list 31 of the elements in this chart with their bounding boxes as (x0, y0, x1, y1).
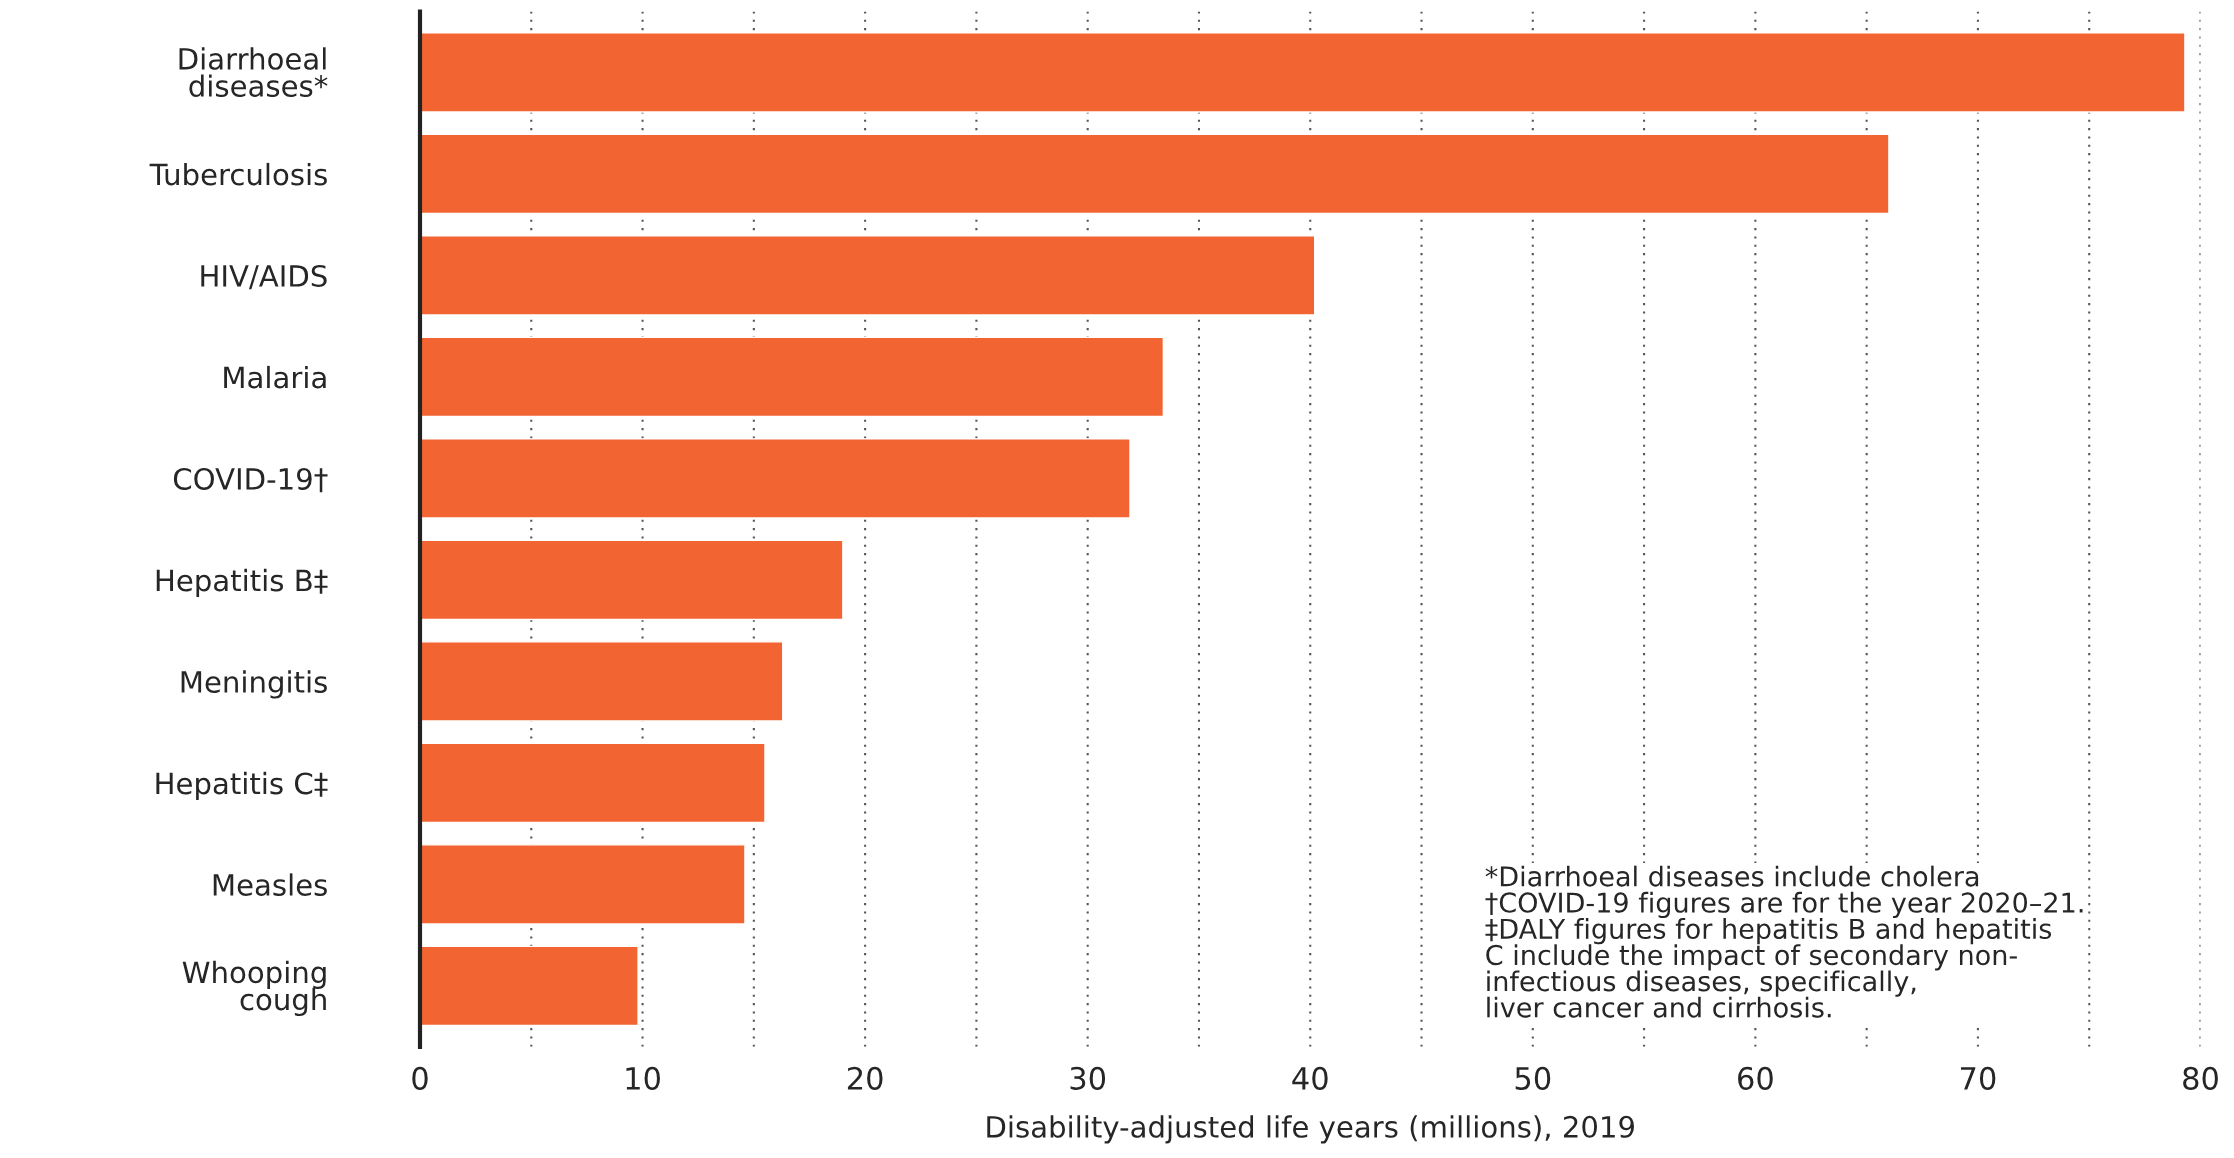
y-tick-label: Hepatitis C‡ (156, 771, 328, 801)
y-tick-label: Whooping cough (182, 960, 326, 1017)
bar (419, 133, 1890, 215)
bar (419, 945, 639, 1027)
bar (419, 742, 766, 824)
x-tick-label: 60 (1738, 1066, 1773, 1090)
x-tick-label: 50 (1515, 1066, 1551, 1090)
y-tick-label: Tuberculosis (149, 162, 327, 186)
bar (419, 641, 784, 722)
x-tick-label: 70 (1960, 1066, 1996, 1090)
bar (419, 844, 746, 925)
x-tick-label: 40 (1292, 1066, 1328, 1090)
y-tick-label: Malaria (224, 365, 326, 389)
x-tick-label: 80 (2183, 1066, 2218, 1090)
x-tick-label: 30 (1070, 1066, 1106, 1090)
bar (419, 539, 844, 621)
x-axis-title: Disability-adjusted life years (millions), 2019 (987, 1115, 1634, 1144)
bar (419, 336, 1165, 418)
y-tick-label: HIV/AIDS (201, 264, 327, 290)
x-tick-label: 10 (626, 1066, 660, 1090)
x-tick-label: 0 (412, 1066, 428, 1090)
y-tick-label: Diarrhoeal diseases* (179, 47, 328, 97)
y-tick-label: Meningitis (181, 670, 327, 699)
y-tick-label: Measles (213, 873, 327, 896)
bar (419, 32, 2186, 113)
annotation: *Diarrhoeal diseases include cholera †COVID-19 figures are for the year 2020–21. ‡DALY figures for hepatitis B and hepatitis C include the impact of secondary non- infectious diseases, specifically, liver cancer and cirrhosis. (1485, 865, 2083, 1018)
y-tick-label: COVID-19† (173, 467, 328, 493)
y-tick-label: Hepatitis B‡ (156, 568, 328, 598)
x-tick-label: 20 (847, 1066, 883, 1090)
bar (419, 235, 1316, 316)
bar (419, 438, 1131, 519)
